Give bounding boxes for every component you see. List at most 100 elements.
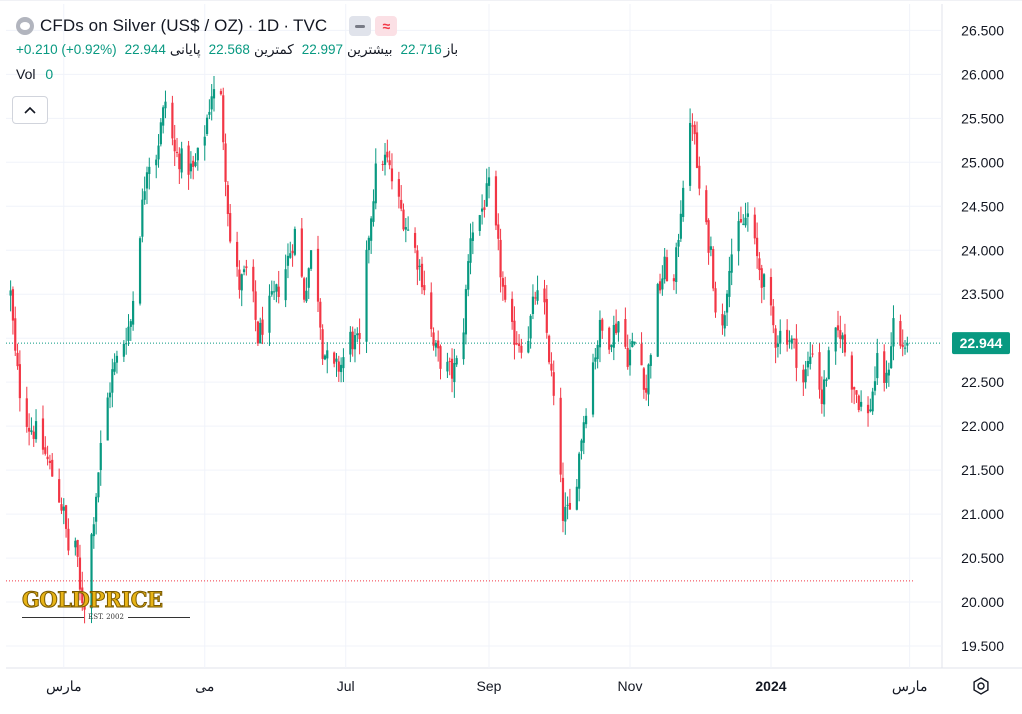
settings-gear-icon <box>973 677 989 695</box>
candle-body <box>513 320 516 345</box>
source-label: TVC <box>292 16 328 35</box>
candle-body <box>62 506 65 511</box>
candle-body <box>272 291 276 293</box>
candle-body <box>291 250 294 254</box>
candle-body <box>192 160 195 167</box>
candle-body <box>610 344 613 347</box>
candle-body <box>515 342 518 345</box>
x-tick-label: مارس <box>892 678 928 695</box>
candle-body <box>511 298 514 322</box>
candle-body <box>319 301 322 328</box>
candle-body <box>633 341 636 344</box>
candle-body <box>804 369 807 383</box>
candle-body <box>34 421 38 440</box>
candle-body <box>647 364 650 395</box>
candle-body <box>418 265 421 267</box>
candle-body <box>665 257 669 281</box>
candle-body <box>883 351 886 383</box>
candle-body <box>9 290 12 296</box>
candle-body <box>439 346 442 369</box>
candle-body <box>520 345 523 353</box>
candle-body <box>356 333 359 336</box>
candle-body <box>125 343 128 345</box>
candle-body <box>187 145 190 175</box>
collapse-legend-button[interactable] <box>12 96 48 124</box>
candle-body <box>672 278 676 282</box>
candle-body <box>194 162 197 167</box>
candle-body <box>222 95 225 143</box>
candle-body <box>365 249 368 342</box>
candle-body <box>645 388 648 393</box>
y-tick-label: 24.500 <box>961 198 1004 214</box>
x-tick-label: Sep <box>477 678 502 694</box>
interval-label[interactable]: 1D <box>257 16 280 35</box>
candle-body <box>795 338 798 368</box>
candle-body <box>688 123 692 186</box>
symbol-logo-icon <box>16 17 34 35</box>
candle-body <box>762 274 766 287</box>
candle-body <box>561 477 565 521</box>
candle-body <box>335 358 338 362</box>
candle-body <box>358 332 361 340</box>
volume-label: Vol <box>16 66 36 82</box>
close-value: 22.944 <box>124 42 166 57</box>
title-separator: · <box>283 16 289 35</box>
symbol-title[interactable]: CFDs on Silver (US$ / OZ) <box>40 16 244 35</box>
candle-body <box>92 524 95 537</box>
y-tick-label: 23.500 <box>961 286 1004 302</box>
candle-body <box>145 172 149 189</box>
x-tick-label: می <box>195 678 214 694</box>
candle-body <box>480 208 484 212</box>
candle-body <box>138 238 142 304</box>
candle-body <box>640 343 643 366</box>
candle-body <box>825 379 828 381</box>
y-tick-label: 21.500 <box>961 462 1004 478</box>
candle-body <box>316 248 320 302</box>
candle-body <box>28 427 31 432</box>
candle-body <box>559 397 562 475</box>
candle-body <box>494 176 498 226</box>
x-tick-label: Jul <box>337 678 355 694</box>
chart-settings-button[interactable] <box>970 675 992 697</box>
y-tick-label: 26.500 <box>961 22 1004 38</box>
candle-body <box>899 321 902 346</box>
candle-body <box>397 179 400 197</box>
candle-body <box>836 325 840 331</box>
time-axis[interactable]: مارس می Jul Sep Nov 2024 مارس <box>46 678 927 695</box>
candle-body <box>416 250 419 270</box>
candle-body <box>210 96 213 110</box>
candle-body <box>485 183 488 207</box>
candle-body <box>594 357 597 362</box>
last-price-tag <box>952 332 1010 355</box>
candle-body <box>402 209 405 230</box>
candle-body <box>843 334 847 353</box>
candle-body <box>289 253 292 258</box>
candle-body <box>802 369 805 383</box>
candle-body <box>455 358 458 365</box>
candle-body <box>892 318 895 347</box>
last-price-label: 22.944 <box>960 335 1003 351</box>
wave-compare-icon[interactable]: ≈ <box>375 16 398 36</box>
candle-body <box>162 107 165 126</box>
candle-body <box>95 496 98 522</box>
logo-est: EST. 2002 <box>22 613 190 621</box>
candle-body <box>323 355 327 360</box>
candle-body <box>400 199 403 209</box>
candle-body <box>504 285 507 300</box>
candle-body <box>74 540 77 548</box>
candle-body <box>224 143 227 182</box>
candle-body <box>675 247 678 283</box>
candle-body <box>390 168 394 182</box>
candle-body <box>326 350 329 359</box>
candle-body <box>60 504 63 511</box>
candle-body <box>83 602 86 610</box>
volume-row: Vol 0 <box>16 66 458 82</box>
candle-body <box>236 241 239 267</box>
candle-body <box>873 381 877 391</box>
candle-body <box>245 266 248 269</box>
candle-body <box>420 263 424 288</box>
candle-body <box>608 327 611 350</box>
hide-indicator-icon[interactable] <box>349 16 372 36</box>
